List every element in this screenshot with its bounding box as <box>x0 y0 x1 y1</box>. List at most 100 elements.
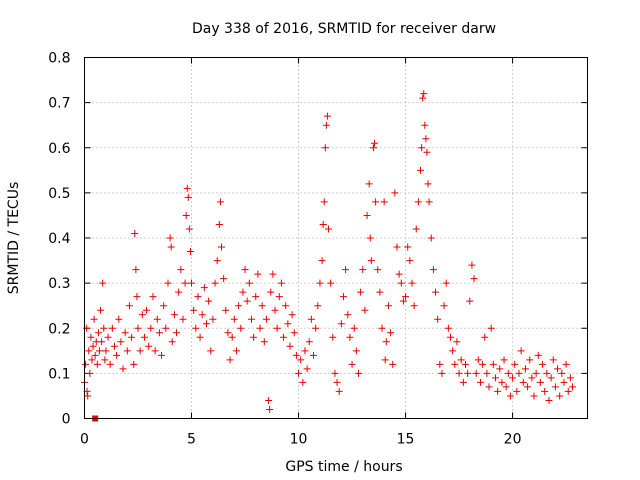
data-point <box>361 306 369 314</box>
data-point <box>466 297 474 305</box>
data-point <box>539 360 547 368</box>
data-point <box>410 302 418 310</box>
data-point <box>419 94 427 102</box>
data-point <box>132 266 140 274</box>
data-point <box>267 288 275 296</box>
data-point <box>166 234 174 242</box>
data-point <box>378 324 386 332</box>
data-point <box>228 333 236 341</box>
data-point <box>94 329 102 337</box>
x-axis-label: GPS time / hours <box>285 459 402 475</box>
data-point <box>188 279 196 287</box>
data-point <box>389 360 397 368</box>
data-point <box>182 211 190 219</box>
data-point <box>515 369 523 377</box>
data-point <box>316 279 324 287</box>
data-point <box>170 311 178 319</box>
data-point <box>138 311 146 319</box>
data-point <box>247 315 255 323</box>
plot-frame <box>84 57 588 419</box>
data-point <box>86 369 94 377</box>
data-point <box>395 270 403 278</box>
data-point <box>434 315 442 323</box>
data-point <box>108 324 116 332</box>
data-point <box>131 229 139 237</box>
data-point <box>342 266 350 274</box>
data-point <box>399 297 407 305</box>
data-point <box>322 121 330 129</box>
data-point <box>110 342 118 350</box>
data-point <box>93 360 101 368</box>
data-point <box>211 279 219 287</box>
data-point <box>90 315 98 323</box>
data-point <box>209 315 217 323</box>
data-point <box>266 405 274 413</box>
data-point <box>97 306 105 314</box>
data-point <box>335 387 343 395</box>
data-point <box>376 288 384 296</box>
data-point <box>472 369 480 377</box>
data-point <box>440 302 448 310</box>
data-point <box>397 279 405 287</box>
data-point <box>290 329 298 337</box>
data-point <box>532 369 540 377</box>
data-point <box>198 311 206 319</box>
data-point <box>387 329 395 337</box>
data-point <box>371 139 379 147</box>
data-point <box>384 302 392 310</box>
y-tick-label: 0 <box>62 412 71 428</box>
data-point <box>100 324 108 332</box>
data-point <box>286 342 294 350</box>
data-point <box>245 279 253 287</box>
data-point <box>562 360 570 368</box>
data-point <box>282 302 290 310</box>
chart-title: Day 338 of 2016, SRMTID for receiver dar… <box>192 21 496 37</box>
data-point <box>162 324 170 332</box>
data-point <box>277 279 285 287</box>
data-point <box>556 392 564 400</box>
data-point <box>164 279 172 287</box>
data-point <box>185 225 193 233</box>
data-point <box>366 234 374 242</box>
data-point <box>271 306 279 314</box>
data-point <box>136 347 144 355</box>
y-tick-label: 0.2 <box>48 321 70 337</box>
data-point <box>258 302 266 310</box>
data-point <box>123 347 131 355</box>
data-point <box>423 148 431 156</box>
data-point <box>447 333 455 341</box>
data-point <box>406 257 414 265</box>
data-point <box>418 144 426 152</box>
y-tick-label: 0.8 <box>48 51 70 67</box>
data-point <box>485 383 493 391</box>
data-point <box>215 220 223 228</box>
data-point <box>511 360 519 368</box>
data-point <box>149 293 157 301</box>
data-point <box>519 378 527 386</box>
data-point <box>372 198 380 206</box>
data-point <box>192 324 200 332</box>
data-point <box>91 351 99 359</box>
data-point <box>393 243 401 251</box>
data-point <box>468 261 476 269</box>
data-point <box>359 266 367 274</box>
data-point <box>254 270 262 278</box>
data-point <box>310 351 318 359</box>
data-point <box>412 225 420 233</box>
data-point <box>381 356 389 364</box>
data-point <box>168 338 176 346</box>
data-point <box>453 338 461 346</box>
data-point <box>438 369 446 377</box>
data-point <box>151 347 159 355</box>
data-point <box>476 378 484 386</box>
data-point <box>87 333 95 341</box>
y-tick-label: 0.4 <box>48 231 70 247</box>
data-point <box>436 360 444 368</box>
data-point <box>521 365 529 373</box>
y-tick-label: 0.5 <box>48 186 70 202</box>
data-point <box>352 347 360 355</box>
data-point <box>560 378 568 386</box>
data-point <box>374 266 382 274</box>
data-point <box>173 329 181 337</box>
data-point <box>217 243 225 251</box>
